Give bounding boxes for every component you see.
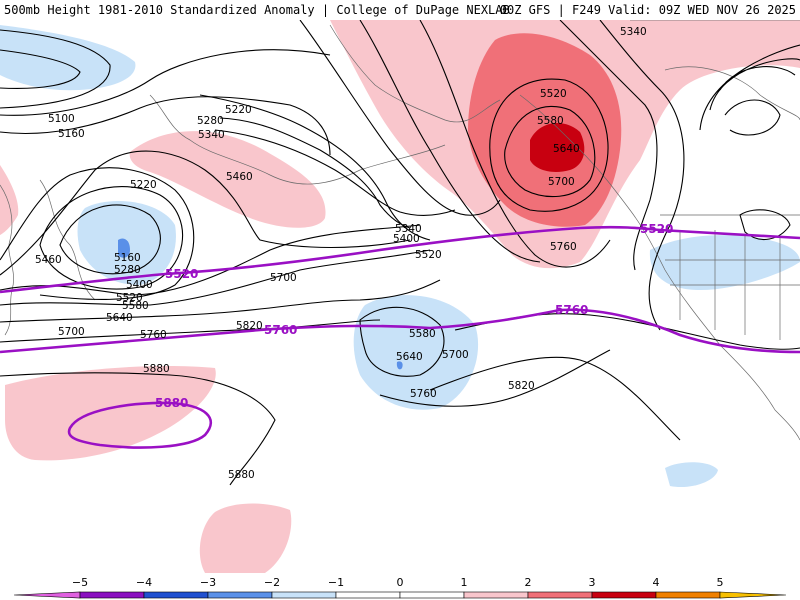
contour-label-5820-b: 5820	[508, 380, 535, 392]
colorbar-bin-pos2	[527, 591, 593, 599]
colorbar-bin-pos4	[655, 591, 721, 599]
colorbar-tick: −2	[264, 576, 280, 589]
contour-label-5280: 5280	[197, 115, 224, 127]
contour-label-5340: 5340	[198, 129, 225, 141]
colorbar-bin-neg2	[271, 591, 337, 599]
contour-label-5340-b: 5340	[395, 223, 422, 235]
highlight-label-5520-b: 5520	[640, 222, 673, 236]
colorbar-tick: 0	[397, 576, 404, 589]
contour-label-5640: 5640	[106, 312, 133, 324]
colorbar-bin-pos1	[463, 591, 529, 599]
contour-label-5880: 5880	[143, 363, 170, 375]
colorbar-bins	[13, 591, 787, 599]
contour-label-5460: 5460	[226, 171, 253, 183]
contour-label-5580-c: 5580	[537, 115, 564, 127]
contour-label-5340-c: 5340	[620, 26, 647, 38]
colorbar-tick: 1	[461, 576, 468, 589]
colorbar-tick: −3	[200, 576, 216, 589]
contour-label-5100: 5100	[48, 113, 75, 125]
contour-label-5280-b: 5280	[114, 264, 141, 276]
highlight-label-5760-b: 5760	[555, 303, 588, 317]
contour-label-5880-b: 5880	[228, 469, 255, 481]
contour-label-5160: 5160	[58, 128, 85, 140]
map-title: 500mb Height 1981-2010 Standardized Anom…	[4, 3, 510, 17]
colorbar-tick: −5	[72, 576, 88, 589]
contour-label-5700: 5700	[58, 326, 85, 338]
colorbar-tick: 2	[525, 576, 532, 589]
contour-label-5220: 5220	[225, 104, 252, 116]
colorbar-bin-pos3	[591, 591, 657, 599]
contour-label-5520-c: 5520	[540, 88, 567, 100]
colorbar-tick: 3	[589, 576, 596, 589]
colorbar-tick: 5	[717, 576, 724, 589]
contour-label-5460-b: 5460	[35, 254, 62, 266]
anomaly-map: 5100 5160 5220 5280 5340 5460 5220 5460 …	[0, 20, 800, 573]
contour-label-5640-c: 5640	[553, 143, 580, 155]
contour-label-5520-b: 5520	[415, 249, 442, 261]
colorbar-tick: −4	[136, 576, 152, 589]
contour-label-5520: 5520	[116, 292, 143, 304]
contour-labels: 5100 5160 5220 5280 5340 5460 5220 5460 …	[35, 26, 673, 481]
strong-negative-anomaly	[118, 238, 403, 370]
colorbar-bin-neg1	[335, 591, 401, 599]
height-contours	[0, 20, 800, 486]
contour-label-5640-b: 5640	[396, 351, 423, 363]
contour-label-5580-b: 5580	[409, 328, 436, 340]
contour-label-5160-b: 5160	[114, 252, 141, 264]
highlight-label-5520: 5520	[165, 267, 198, 281]
contour-label-5700-b: 5700	[270, 272, 297, 284]
contour-label-5700-c: 5700	[442, 349, 469, 361]
highlight-label-5760: 5760	[264, 323, 297, 337]
colorbar-ticks: −5 −4 −3 −2 −1 0 1 2 3 4 5	[72, 576, 724, 589]
negative-anomaly-areas	[0, 25, 800, 488]
contour-label-5700-d: 5700	[548, 176, 575, 188]
colorbar-bin-above-pos5	[719, 591, 787, 599]
highlight-label-5880: 5880	[155, 396, 188, 410]
contour-label-5820: 5820	[236, 320, 263, 332]
contour-label-5760-c: 5760	[550, 241, 577, 253]
colorbar-bin-neg4	[143, 591, 209, 599]
contour-label-5760-b: 5760	[410, 388, 437, 400]
highlight-contours	[0, 225, 800, 449]
strong-positive-anomaly	[530, 122, 585, 172]
anomaly-colorbar: −5 −4 −3 −2 −1 0 1 2 3 4 5	[13, 576, 787, 599]
contour-label-5400-b: 5400	[393, 233, 420, 245]
colorbar-tick: −1	[328, 576, 344, 589]
colorbar-tick: 4	[653, 576, 660, 589]
colorbar-bin-neg3	[207, 591, 273, 599]
contour-label-5580: 5580	[122, 300, 149, 312]
contour-label-5760: 5760	[140, 329, 167, 341]
contour-label-5400: 5400	[126, 279, 153, 291]
colorbar-bin-neg5	[79, 591, 145, 599]
colorbar-bin-pos0	[399, 591, 465, 599]
colorbar-bin-below-neg5	[13, 591, 81, 599]
contour-label-5220-b: 5220	[130, 179, 157, 191]
run-info: 00Z GFS | F249 Valid: 09Z WED NOV 26 202…	[499, 3, 796, 17]
